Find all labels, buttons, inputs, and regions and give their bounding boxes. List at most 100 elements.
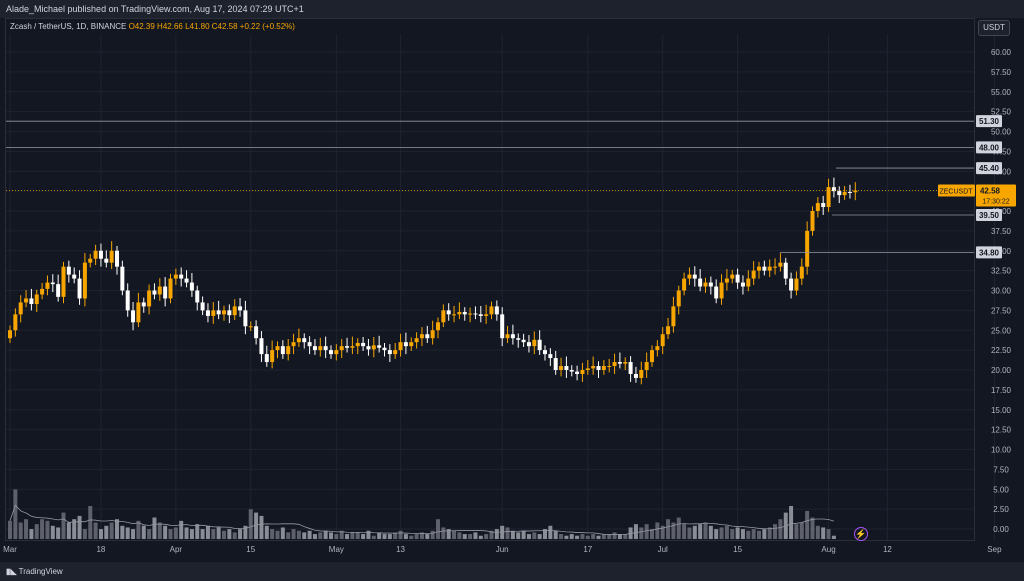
volume-bar (296, 530, 301, 539)
volume-bar (211, 529, 216, 539)
candle-body (478, 314, 483, 316)
x-tick-label: 18 (96, 545, 105, 554)
candle-body (173, 274, 178, 279)
publish-header: Alade_Michael published on TradingView.c… (0, 0, 1024, 18)
candle-body (740, 282, 745, 287)
volume-bar (569, 534, 574, 539)
volume-bar (318, 532, 323, 539)
volume-bar (537, 534, 542, 539)
volume-bar (157, 522, 162, 539)
volume-bar (366, 530, 371, 539)
volume-bar (414, 534, 419, 539)
candle-body (72, 274, 77, 279)
candle-body (468, 313, 473, 315)
chart-area[interactable] (5, 18, 975, 541)
candle-body (238, 306, 243, 311)
candle-body (307, 342, 312, 347)
volume-bar (34, 524, 39, 539)
candle-body (778, 262, 783, 267)
volume-bar (254, 512, 259, 539)
candle-body (45, 282, 50, 289)
candle-body (403, 342, 408, 347)
y-tick-label: 32.50 (991, 267, 1012, 276)
candle-body (216, 310, 221, 315)
volume-bar (291, 529, 296, 539)
candle-body (767, 266, 772, 271)
volume-bar (50, 525, 55, 539)
candle-body (398, 342, 403, 351)
candle-body (446, 310, 451, 315)
lightning-icon[interactable]: ⚡ (854, 527, 868, 541)
volume-bar (682, 524, 687, 539)
volume-bar (687, 527, 692, 539)
volume-bar (484, 534, 489, 539)
candle-body (409, 342, 414, 347)
price-axis-panel[interactable] (975, 18, 1024, 541)
candle-body (141, 302, 146, 307)
volume-bar (601, 534, 606, 539)
candle-body (382, 347, 387, 351)
volume-bar (526, 534, 531, 539)
candle-body (355, 342, 360, 347)
volume-bar (703, 522, 708, 539)
candle-body (61, 266, 66, 297)
candle-body (719, 282, 724, 299)
volume-bar (580, 534, 585, 539)
volume-bar (708, 525, 713, 539)
level-price-label: 39.50 (979, 211, 1000, 220)
volume-bar (516, 532, 521, 539)
candle-body (29, 298, 34, 305)
candle-body (703, 282, 708, 287)
volume-bar (473, 532, 478, 539)
volume-bar (264, 525, 269, 539)
volume-bar (505, 527, 510, 539)
volume-bar (831, 535, 836, 539)
volume-bar (382, 534, 387, 539)
volume-bar (152, 517, 157, 539)
candle-body (607, 366, 612, 368)
candle-body (366, 346, 371, 350)
volume-bar (617, 534, 622, 539)
candle-body (633, 373, 638, 378)
candle-body (270, 350, 275, 363)
x-tick-label: Mar (3, 545, 17, 554)
candle-body (66, 266, 71, 275)
volume-bar (82, 529, 87, 539)
candle-body (708, 282, 713, 287)
volume-bar (259, 515, 264, 539)
volume-bar (232, 532, 237, 539)
volume-bar (799, 522, 804, 539)
volume-bar (355, 532, 360, 539)
candle-body (163, 286, 168, 299)
candle-body (419, 334, 424, 339)
volume-bar (168, 529, 173, 539)
candle-body (275, 346, 280, 351)
volume-ma-line (9, 504, 835, 536)
candle-body (543, 350, 547, 355)
volume-bar (131, 529, 136, 539)
candle-body (810, 211, 815, 231)
candle-body (24, 298, 29, 303)
currency-button[interactable]: USDT (978, 20, 1010, 36)
candle-body (34, 294, 39, 305)
candle-body (666, 326, 671, 335)
candle-body (334, 350, 339, 355)
candle-body (98, 250, 103, 259)
volume-bar (719, 527, 724, 539)
volume-bar (403, 534, 408, 539)
candle-body (40, 288, 45, 295)
ticker-tag (938, 184, 975, 197)
candle-body (714, 286, 719, 299)
volume-bar (510, 530, 515, 539)
y-tick-label: 30.00 (991, 287, 1012, 296)
candle-body (296, 338, 301, 343)
volume-bar (147, 529, 152, 539)
y-tick-label: 27.50 (991, 306, 1012, 315)
candle-body (179, 274, 184, 279)
candle-body (853, 190, 858, 193)
volume-bar (698, 524, 703, 539)
volume-bar (757, 530, 761, 539)
volume-bar (676, 517, 681, 539)
candle-body (168, 278, 173, 299)
